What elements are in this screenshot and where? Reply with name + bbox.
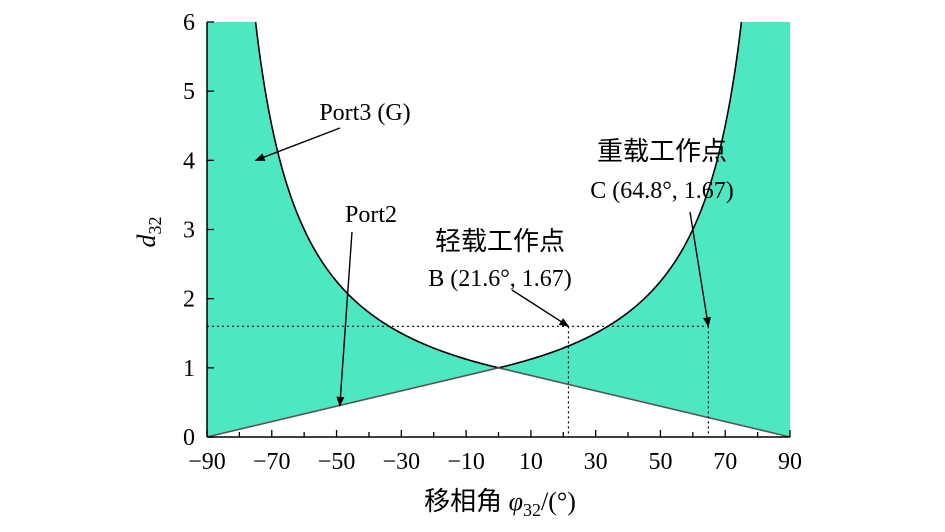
plot-area: [206, 21, 791, 438]
annotations: [254, 127, 711, 407]
annotation-arrow-0: [254, 127, 341, 161]
series-port2-line: [206, 367, 791, 438]
annotation-port3: Port3 (G): [319, 100, 410, 126]
x-tick-label: 50: [648, 449, 672, 475]
y-tick-label: 6: [183, 10, 195, 36]
y-tick-label: 2: [183, 287, 195, 313]
x-tick-label: 70: [713, 449, 737, 475]
y-axis-label-subscript: 32: [145, 217, 165, 235]
annotation-arrow-2: [511, 289, 570, 327]
fill-region-left: [207, 22, 499, 437]
x-tick-label: −10: [447, 449, 485, 475]
annotation-b-label: B (21.6°, 1.67): [428, 266, 572, 292]
y-tick-label: 5: [183, 79, 195, 105]
annotation-c-title: 重载工作点: [597, 137, 727, 166]
y-axis-label: d32: [132, 217, 165, 248]
x-axis-label-unit: /(°): [541, 487, 576, 516]
x-axis-label-symbol: φ: [509, 487, 523, 516]
x-tick-label: 90: [778, 449, 802, 475]
x-tick-label: −70: [253, 449, 291, 475]
y-tick-label: 4: [183, 148, 195, 174]
x-axis-label-main: 移相角: [424, 487, 509, 516]
x-tick-label: −30: [383, 449, 421, 475]
fill-region-right: [498, 22, 790, 437]
axes: 0 1 2 3 4 5 6 −90 −70 −50 −30 −10 10 30 50 70 90: [183, 10, 802, 475]
x-axis-label-subscript: 32: [523, 500, 541, 520]
x-tick-label: 10: [519, 449, 543, 475]
x-axis-label: 移相角 φ32/(°): [424, 487, 576, 520]
y-tick-label: 0: [183, 425, 195, 451]
y-tick-label: 1: [183, 356, 195, 382]
x-tick-label: 30: [584, 449, 608, 475]
annotation-arrow-1: [336, 231, 353, 407]
y-axis-label-symbol: d: [132, 234, 161, 248]
x-tick-label: −90: [188, 449, 226, 475]
y-tick-label: 3: [183, 218, 195, 244]
annotation-c-label: C (64.8°, 1.67): [590, 178, 734, 204]
x-tick-label: −50: [318, 449, 356, 475]
annotation-arrow-3: [689, 211, 711, 328]
annotation-b-title: 轻载工作点: [435, 227, 565, 256]
annotation-port2: Port2: [345, 202, 397, 228]
